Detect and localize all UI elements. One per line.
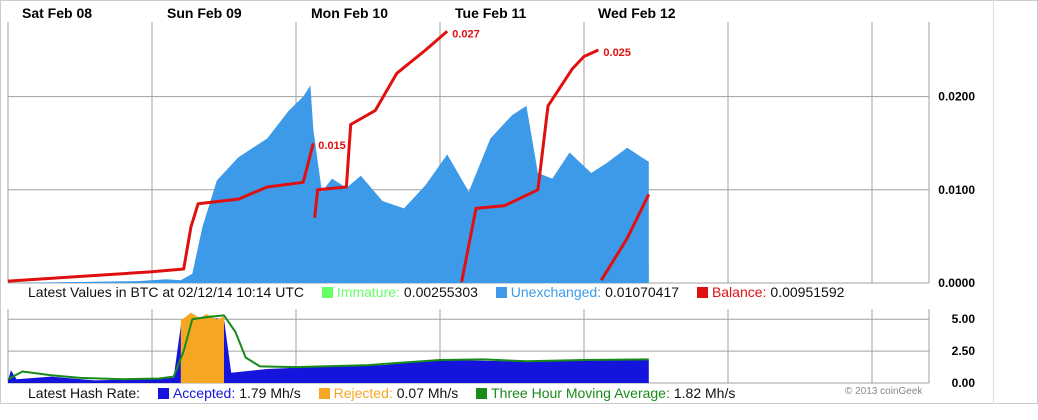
btc-legend: Latest Values in BTC at 02/12/14 10:14 U… (28, 284, 844, 300)
y-tick-label: 0.00 (952, 376, 976, 390)
hash-legend-title: Latest Hash Rate: (28, 385, 141, 401)
unexchanged-area (8, 85, 649, 284)
y-tick-label: 5.00 (952, 312, 976, 326)
day-label: Mon Feb 10 (311, 5, 388, 21)
y-tick-label: 0.0100 (938, 183, 975, 197)
unexchanged-value: 0.01070417 (605, 284, 680, 300)
day-axis: Sat Feb 08 Sun Feb 09 Mon Feb 10 Tue Feb… (22, 5, 676, 21)
unexchanged-label: Unexchanged: (510, 284, 602, 300)
moving-average-swatch (476, 388, 488, 399)
accepted-swatch (157, 388, 169, 399)
hash-y-axis: 0.00 2.50 5.00 (952, 312, 976, 390)
y-tick-label: 0.0000 (938, 276, 975, 290)
balance-line (600, 193, 651, 281)
rejected-value: 0.07 Mh/s (396, 385, 459, 401)
day-label: Wed Feb 12 (598, 5, 676, 21)
day-label: Tue Feb 11 (455, 5, 527, 21)
hash-chart: 0.00 2.50 5.00 (7, 309, 976, 390)
balance-annotations: 0.015 0.027 0.025 (318, 28, 631, 152)
balance-label: Balance: (711, 284, 767, 300)
btc-chart: Sat Feb 08 Sun Feb 09 Mon Feb 10 Tue Feb… (7, 5, 975, 290)
hash-chart-grid (7, 309, 930, 384)
moving-average-value: 1.82 Mh/s (673, 385, 736, 401)
balance-line (313, 30, 449, 218)
balance-line (460, 48, 600, 283)
rejected-area (180, 312, 224, 383)
immature-label: Immature: (336, 284, 400, 300)
balance-value: 0.00951592 (770, 284, 845, 300)
balance-swatch (696, 287, 708, 298)
day-label: Sat Feb 08 (22, 5, 92, 21)
balance-line (7, 142, 315, 283)
copyright-notice: © 2013 coinGeek (845, 386, 923, 397)
chart-frame: Sat Feb 08 Sun Feb 09 Mon Feb 10 Tue Feb… (0, 0, 1038, 404)
btc-legend-title: Latest Values in BTC at 02/12/14 10:14 U… (28, 284, 305, 300)
immature-swatch (321, 287, 333, 298)
immature-value: 0.00255303 (403, 284, 478, 300)
y-tick-label: 0.0200 (938, 90, 975, 104)
hash-legend: Latest Hash Rate: Accepted: 1.79 Mh/s Rej… (28, 385, 735, 401)
accepted-value: 1.79 Mh/s (239, 385, 301, 401)
accepted-label: Accepted: (172, 385, 236, 401)
btc-chart-series (7, 30, 651, 284)
three-hour-moving-average-line (7, 314, 649, 381)
balance-annotation: 0.025 (603, 47, 631, 59)
y-tick-label: 2.50 (952, 344, 976, 358)
moving-average-label: Three Hour Moving Average: (491, 385, 670, 401)
unexchanged-swatch (495, 287, 507, 298)
balance-annotation: 0.027 (452, 28, 480, 40)
day-label: Sun Feb 09 (167, 5, 242, 21)
btc-y-axis: 0.0000 0.0100 0.0200 (938, 90, 975, 290)
accepted-area (8, 316, 649, 383)
balance-annotation: 0.015 (318, 140, 346, 152)
hash-chart-series (7, 312, 649, 383)
rejected-label: Rejected: (333, 385, 393, 401)
rejected-swatch (318, 388, 330, 399)
